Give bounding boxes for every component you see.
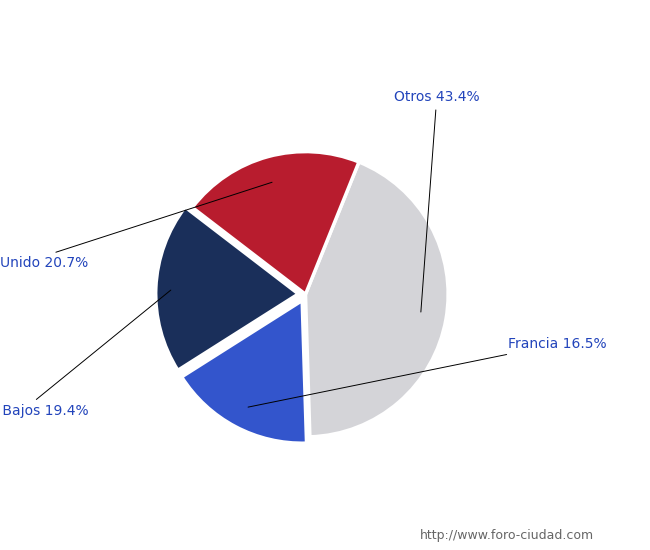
Text: Francia 16.5%: Francia 16.5% [248, 337, 606, 407]
Text: Valderrobres - Turistas extranjeros según país - Abril de 2024: Valderrobres - Turistas extranjeros segú… [60, 21, 590, 37]
Text: Reino Unido 20.7%: Reino Unido 20.7% [0, 182, 272, 270]
Text: Otros 43.4%: Otros 43.4% [394, 90, 480, 312]
Wedge shape [192, 152, 359, 294]
Wedge shape [156, 207, 298, 370]
Wedge shape [181, 300, 307, 443]
Text: Países Bajos 19.4%: Países Bajos 19.4% [0, 290, 171, 419]
Text: http://www.foro-ciudad.com: http://www.foro-ciudad.com [420, 529, 594, 542]
Wedge shape [306, 162, 448, 437]
